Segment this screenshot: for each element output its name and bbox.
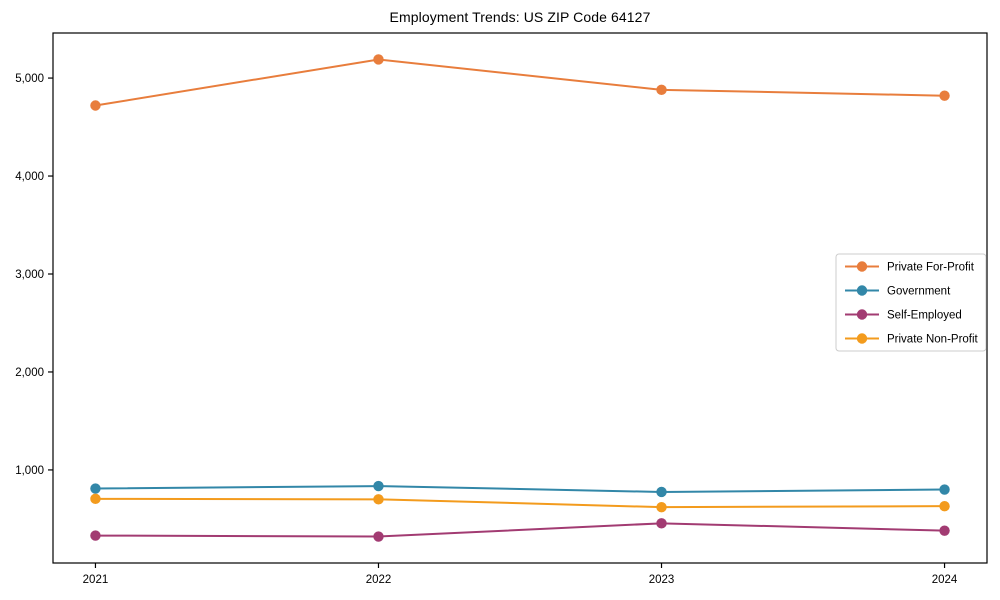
data-point <box>939 90 950 101</box>
y-tick-label: 3,000 <box>15 269 44 281</box>
plot-area <box>52 32 988 564</box>
y-tick-label: 5,000 <box>15 73 44 85</box>
legend-label: Government <box>887 286 951 298</box>
data-point <box>90 493 101 505</box>
data-point <box>939 484 950 495</box>
y-tick-label: 4,000 <box>15 171 44 183</box>
chart-title: Employment Trends: US ZIP Code 64127 <box>389 9 651 25</box>
legend-marker <box>856 333 868 344</box>
x-tick-label: 2024 <box>932 574 958 586</box>
data-point <box>939 525 950 536</box>
data-point <box>656 486 667 498</box>
data-point <box>656 501 667 513</box>
series-line-self-employed <box>94 522 946 538</box>
data-point <box>90 483 101 494</box>
x-tick-label: 2021 <box>83 574 109 586</box>
y-tick-label: 1,000 <box>15 465 44 477</box>
series-line-private-non-profit <box>94 497 946 509</box>
data-point <box>373 480 384 492</box>
legend-marker <box>856 285 868 296</box>
data-point <box>939 500 950 512</box>
x-tick-label: 2022 <box>366 574 392 586</box>
series-line-private-for-profit <box>94 58 946 107</box>
data-point <box>656 84 667 96</box>
y-tick-label: 2,000 <box>15 367 44 379</box>
legend-label: Private Non-Profit <box>887 334 979 346</box>
x-tick-label: 2023 <box>649 574 675 586</box>
data-point <box>90 530 101 541</box>
legend <box>835 253 987 352</box>
series-line-government <box>94 485 946 493</box>
data-point <box>373 531 384 542</box>
data-point <box>90 100 101 111</box>
legend-label: Private For-Profit <box>887 262 975 274</box>
data-point <box>373 494 384 505</box>
data-point <box>373 54 384 65</box>
data-point <box>656 518 667 529</box>
legend-marker <box>856 309 868 320</box>
legend-marker <box>856 261 868 272</box>
legend-label: Self-Employed <box>887 310 962 322</box>
